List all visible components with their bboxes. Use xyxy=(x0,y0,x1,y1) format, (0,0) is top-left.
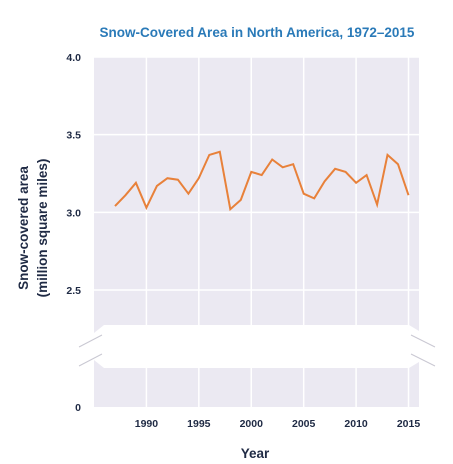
grid-lines xyxy=(94,56,419,407)
y-axis-title-line-2: (million square miles) xyxy=(35,159,50,298)
axis-break-mark-right-bottom xyxy=(410,353,436,367)
y-tick-label-3: 3.0 xyxy=(66,207,81,219)
axis-break xyxy=(78,325,436,368)
y-tick-label-2-5: 2.5 xyxy=(66,285,81,297)
series-layer xyxy=(114,150,410,212)
y-axis-title-line-1: Snow-covered area xyxy=(16,166,31,290)
y-tick-label-4: 4.0 xyxy=(66,52,81,64)
x-tick-label-2005: 2005 xyxy=(292,418,316,430)
x-tick-label-1995: 1995 xyxy=(187,418,211,430)
x-axis-title: Year xyxy=(241,446,270,461)
axis-break-mark-left-bottom xyxy=(78,353,103,367)
x-tick-label-2010: 2010 xyxy=(344,418,368,430)
axis-break-mark-right-top xyxy=(410,334,436,348)
y-tick-labels: 0 2.5 3.0 3.5 4.0 xyxy=(66,52,81,414)
series-line-0 xyxy=(114,150,410,212)
y-tick-label-3-5: 3.5 xyxy=(66,130,81,142)
axis-break-gap xyxy=(89,325,429,368)
x-tick-labels: 1990 1995 2000 2005 2010 2015 xyxy=(135,418,421,430)
x-tick-label-2000: 2000 xyxy=(240,418,264,430)
axis-break-mark-left-top xyxy=(78,334,103,348)
y-tick-label-0: 0 xyxy=(75,402,81,414)
x-tick-label-2015: 2015 xyxy=(397,418,421,430)
x-tick-label-1990: 1990 xyxy=(135,418,159,430)
chart-title: Snow-Covered Area in North America, 1972… xyxy=(100,25,415,40)
